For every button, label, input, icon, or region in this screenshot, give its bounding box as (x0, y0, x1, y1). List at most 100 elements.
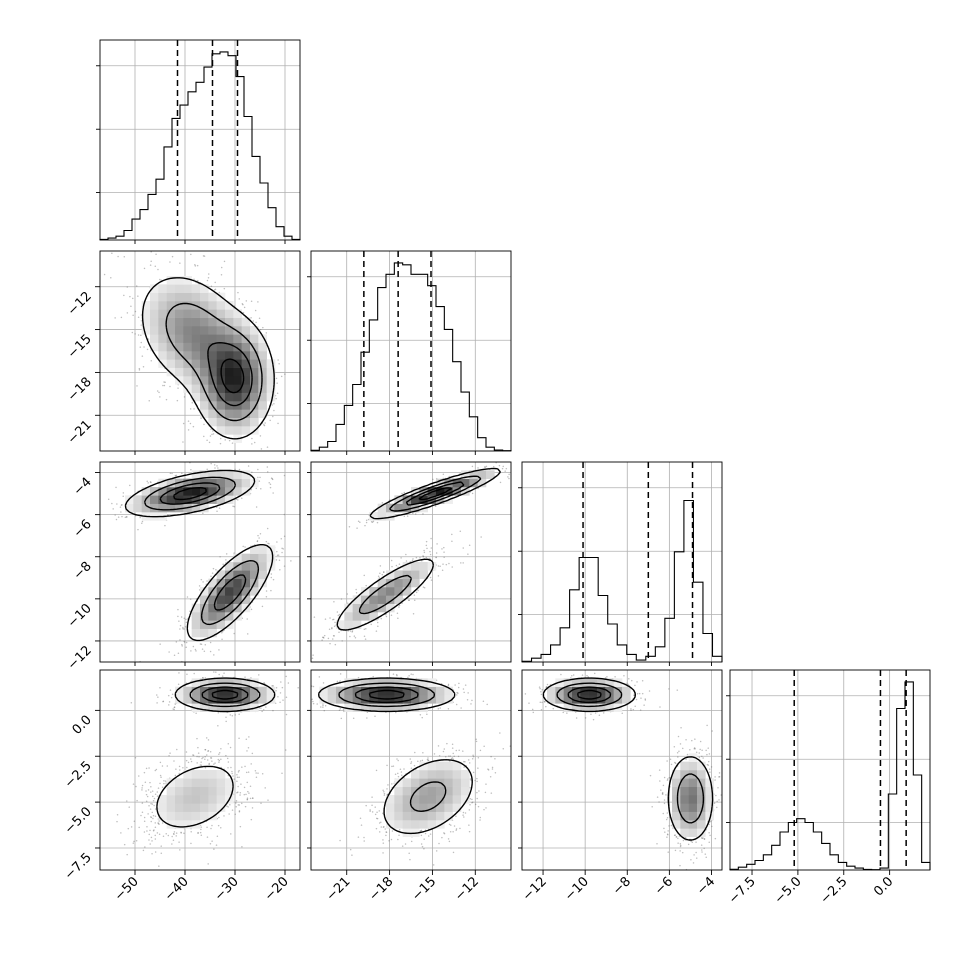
sample-point (245, 771, 248, 774)
sample-point (168, 704, 170, 706)
density-cell (183, 786, 192, 796)
y-tick-label-3-2: −2.5 (62, 758, 95, 791)
sample-point (115, 518, 118, 521)
sample-point (156, 390, 159, 392)
density-cell (150, 503, 159, 513)
density-cell (141, 317, 151, 327)
sample-point (150, 820, 152, 823)
sample-point (154, 826, 157, 828)
density-cell (361, 612, 370, 621)
sample-point (708, 753, 711, 755)
sample-point (223, 287, 226, 290)
sample-point (218, 759, 221, 762)
sample-point (255, 776, 258, 779)
density-cell (394, 803, 403, 812)
sample-point (204, 748, 206, 751)
density-cell (436, 478, 445, 488)
sample-point (185, 751, 188, 753)
sample-point (272, 415, 274, 418)
hist-frame-0 (99, 39, 301, 241)
sample-point (229, 714, 232, 716)
density-cell (344, 703, 353, 712)
sample-point (202, 756, 204, 759)
density-cell (411, 678, 420, 687)
density-cell (411, 570, 420, 579)
density-cell (394, 595, 403, 604)
sample-point (141, 520, 144, 523)
sample-point (257, 476, 259, 479)
density-cell (241, 595, 251, 604)
density-cell (200, 401, 209, 410)
sample-point (213, 671, 215, 673)
density-cell (225, 401, 234, 410)
density-cell (427, 695, 437, 704)
density-cell (241, 367, 251, 377)
density-cell (402, 562, 412, 571)
sample-point (334, 621, 336, 624)
sample-point (680, 727, 682, 729)
density-cell (233, 351, 242, 360)
sample-point (382, 852, 384, 854)
density-cell (419, 570, 428, 579)
sample-point (141, 802, 144, 804)
density-cell (436, 770, 445, 779)
density-cell (175, 326, 184, 335)
sample-point (269, 483, 272, 486)
sample-point (494, 758, 496, 760)
sample-point (135, 840, 138, 842)
contour-1-3-3 (368, 689, 405, 700)
sample-point (137, 295, 139, 297)
sample-point (215, 569, 217, 571)
sample-point (170, 696, 173, 699)
sample-point (457, 692, 459, 694)
sample-point (208, 762, 210, 765)
density-cell (250, 409, 259, 418)
density-cell (419, 803, 428, 812)
density-cell (175, 284, 184, 293)
sample-point (255, 506, 258, 508)
sample-point (290, 560, 292, 562)
sample-point (443, 556, 445, 558)
sample-point (173, 708, 175, 711)
density-cell (208, 301, 217, 310)
sample-point (240, 783, 242, 785)
x-tick-label-1-0: −21 (324, 874, 354, 904)
histogram-1 (310, 262, 512, 452)
sample-point (266, 466, 269, 468)
sample-point (462, 811, 465, 814)
density-cell (150, 487, 159, 496)
density-cell (672, 786, 681, 796)
sample-point (447, 684, 450, 687)
sample-point (151, 852, 153, 855)
sample-point (414, 751, 416, 754)
density-cell (444, 770, 453, 779)
sample-point (283, 513, 286, 516)
sample-point (447, 683, 450, 686)
sample-point (273, 409, 275, 412)
sample-point (695, 851, 697, 854)
density-cell (258, 409, 267, 418)
sample-point (476, 777, 478, 780)
density-cell (216, 334, 226, 343)
density-cell (183, 359, 192, 368)
sample-point (235, 806, 237, 808)
sample-point (392, 673, 395, 675)
sample-point (421, 845, 424, 848)
density-cell (697, 778, 706, 787)
sample-point (251, 752, 254, 755)
sample-point (201, 648, 204, 650)
density-cell (141, 487, 151, 496)
density-cell (125, 503, 134, 513)
contour-1-2-3 (418, 487, 453, 501)
sample-point (415, 591, 418, 594)
x-tick-label-2-0: −12 (520, 874, 550, 904)
sample-point (171, 843, 173, 845)
sample-point (356, 527, 358, 529)
sample-point (141, 355, 144, 357)
contour-2-3-3 (577, 689, 602, 700)
sample-point (195, 712, 197, 714)
density-cell (241, 342, 251, 352)
sample-point (282, 699, 284, 701)
sample-point (490, 792, 493, 794)
density-cell (166, 292, 176, 302)
